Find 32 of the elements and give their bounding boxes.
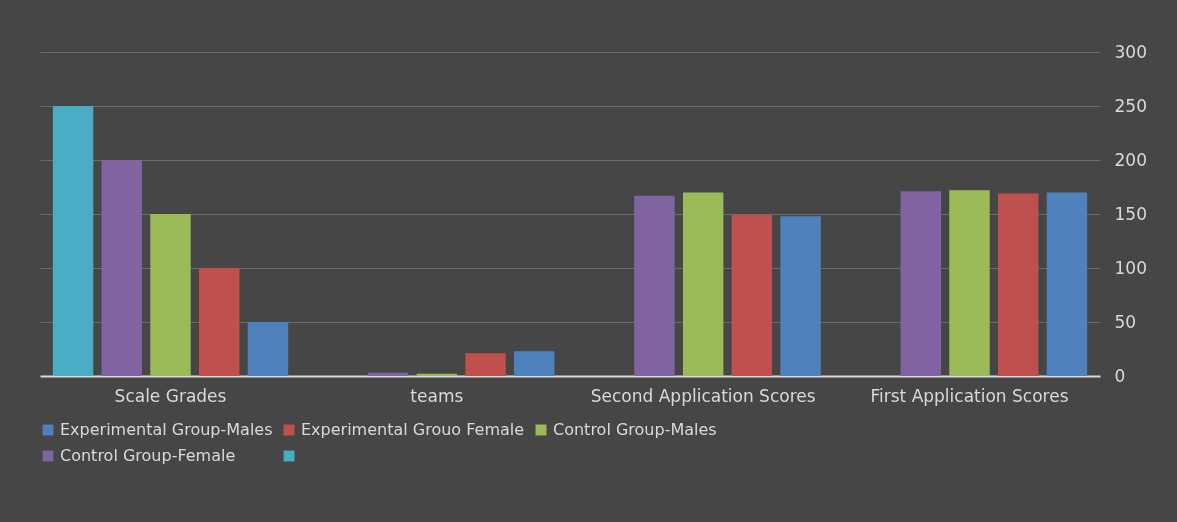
bar: [416, 373, 458, 376]
bar: [101, 160, 143, 376]
bar: [731, 215, 773, 376]
x-tick-label: Scale Grades: [114, 385, 227, 406]
y-tick-label: 200: [1114, 149, 1147, 170]
y-tick-label: 50: [1114, 311, 1137, 332]
legend-label: Experimental Group-Males: [60, 420, 273, 439]
bar: [997, 193, 1039, 376]
bar: [780, 216, 821, 376]
bar: [949, 190, 990, 376]
bar: [199, 268, 240, 376]
y-tick-label: 100: [1114, 257, 1147, 278]
x-tick-label: teams: [410, 385, 464, 406]
bar: [367, 372, 409, 376]
bar: [465, 353, 506, 376]
bar: [682, 192, 724, 376]
bar: [900, 191, 941, 376]
bar: [514, 351, 555, 376]
bar: [634, 195, 675, 376]
legend-label: Experimental Grouo Female: [301, 420, 525, 439]
legend-label: Control Group-Males: [553, 420, 717, 439]
y-tick-label: 150: [1114, 203, 1147, 224]
y-tick-label: 300: [1114, 41, 1147, 62]
y-tick-label: 0: [1114, 365, 1126, 386]
bar: [1046, 192, 1088, 376]
bar: [247, 322, 289, 376]
x-tick-label: First Application Scores: [870, 385, 1069, 406]
y-tick-label: 250: [1114, 95, 1147, 116]
legend-label: Control Group-Female: [60, 446, 236, 465]
bar: [52, 106, 94, 376]
x-tick-label: Second Application Scores: [590, 385, 816, 406]
bar: [150, 214, 191, 376]
